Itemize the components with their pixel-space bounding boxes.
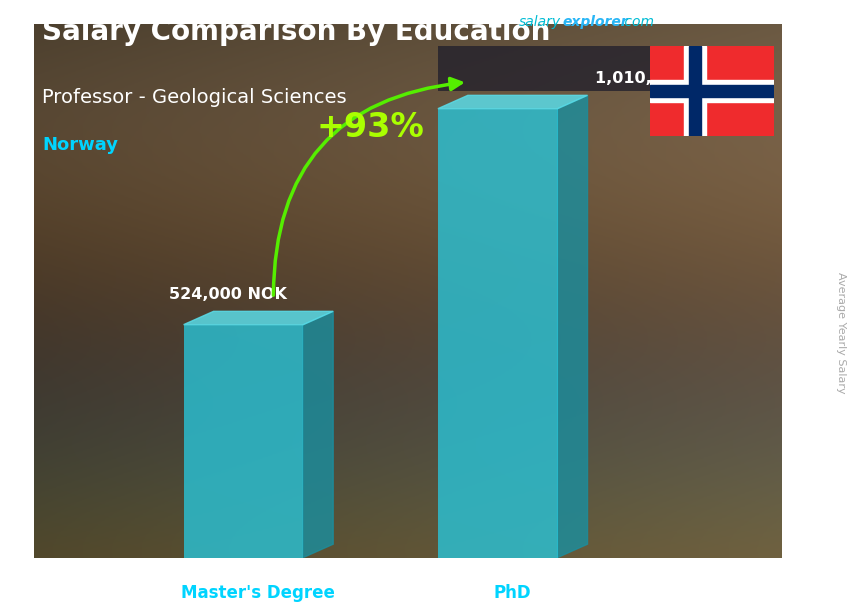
Bar — [438, 47, 700, 91]
Polygon shape — [558, 95, 587, 558]
Bar — [650, 80, 774, 102]
Bar — [684, 46, 706, 136]
Text: Norway: Norway — [42, 136, 118, 155]
Text: Average Yearly Salary: Average Yearly Salary — [836, 273, 846, 394]
Bar — [650, 85, 774, 96]
Text: 524,000 NOK: 524,000 NOK — [168, 287, 286, 302]
Text: explorer: explorer — [563, 15, 628, 29]
Text: Master's Degree: Master's Degree — [181, 584, 336, 602]
Text: .com: .com — [620, 15, 654, 29]
Bar — [689, 46, 700, 136]
Bar — [184, 325, 303, 558]
Text: PhD: PhD — [494, 584, 531, 602]
Text: 1,010,000 NOK: 1,010,000 NOK — [595, 72, 730, 87]
Text: salary: salary — [518, 15, 561, 29]
Polygon shape — [184, 311, 333, 325]
Text: Salary Comparison By Education: Salary Comparison By Education — [42, 18, 551, 46]
Polygon shape — [438, 95, 587, 108]
Polygon shape — [303, 311, 333, 558]
Text: +93%: +93% — [317, 112, 424, 144]
Bar — [438, 108, 558, 558]
Text: Professor - Geological Sciences: Professor - Geological Sciences — [42, 88, 347, 107]
